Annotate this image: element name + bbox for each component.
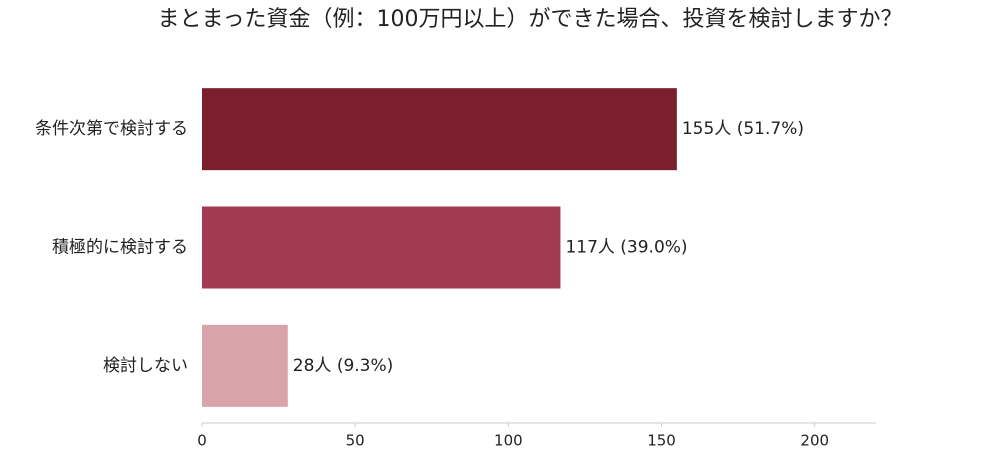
category-label: 検討しない [103,356,188,376]
bar [202,88,677,171]
bar [202,206,561,289]
value-label: 117人 (39.0%) [565,238,687,258]
x-tick-label: 50 [346,432,365,450]
x-tick-label: 150 [647,432,676,450]
x-tick-label: 200 [800,432,829,450]
x-tick-label: 100 [494,432,523,450]
value-label: 155人 (51.7%) [682,119,804,139]
value-label: 28人 (9.3%) [293,356,394,376]
category-label: 積極的に検討する [52,238,188,258]
chart-title: まとまった資金（例：100万円以上）ができた場合、投資を検討しますか？ [157,7,902,32]
x-tick-label: 0 [197,432,207,450]
category-label: 条件次第で検討する [35,119,188,139]
bar [202,324,288,407]
